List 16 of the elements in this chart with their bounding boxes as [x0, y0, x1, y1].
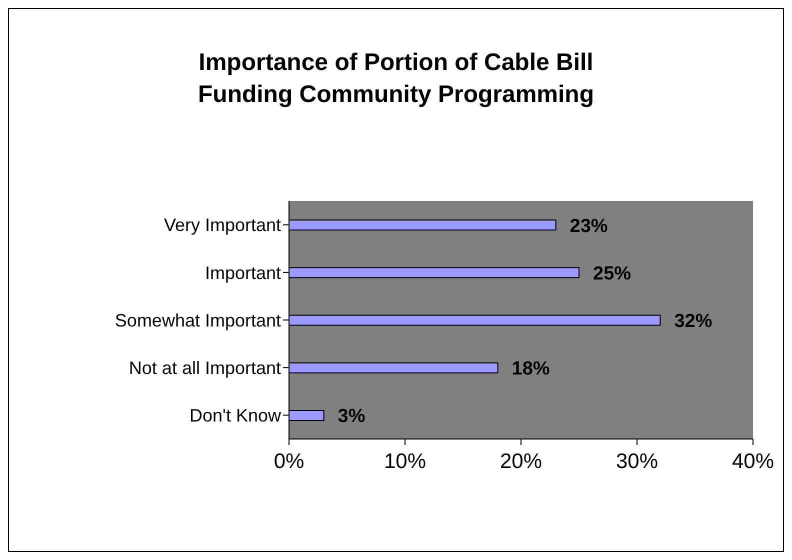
chart-title: Importance of Portion of Cable Bill Funding Community Programming [197, 48, 595, 110]
y-tick-label: Important [204, 262, 281, 283]
data-label: 3% [338, 406, 366, 428]
x-tick-label: 10% [384, 450, 426, 473]
data-label: 23% [570, 216, 608, 237]
x-tick-label: 30% [616, 450, 658, 473]
data-label: 25% [593, 263, 632, 284]
x-tick-label: 40% [732, 450, 774, 473]
y-tick-label: Very Important [164, 215, 281, 236]
data-label: 18% [512, 358, 550, 380]
data-label: 32% [674, 310, 712, 332]
x-tick-label: 20% [500, 450, 542, 473]
y-tick-label: Not at all Important [128, 358, 281, 378]
y-tick-label: Somewhat Important [114, 310, 281, 330]
x-tick-label: 0% [274, 450, 304, 473]
y-tick-label: Don't Know [190, 406, 282, 426]
